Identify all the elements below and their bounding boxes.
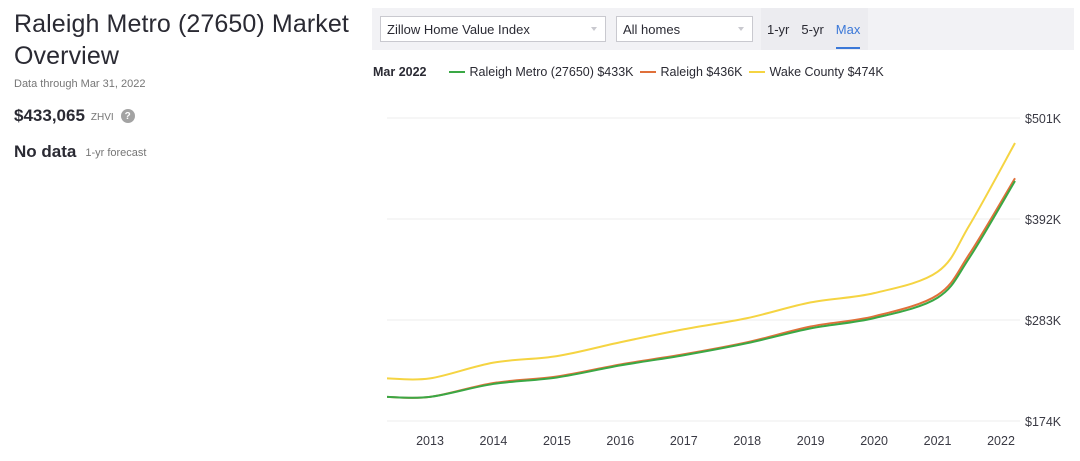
green-line-swatch-icon bbox=[448, 71, 465, 73]
time-range-tabs: 1-yr 5-yr Max bbox=[761, 8, 869, 50]
y-tick-label: $174K bbox=[1025, 415, 1062, 429]
overview-panel: Raleigh Metro (27650) Market Overview Da… bbox=[14, 8, 364, 162]
data-through-date: Data through Mar 31, 2022 bbox=[14, 78, 146, 90]
legend-item-wake-county: Wake County $474K bbox=[748, 65, 884, 79]
chevron-down-icon bbox=[591, 27, 597, 31]
y-tick-label: $501K bbox=[1025, 112, 1062, 126]
x-tick-label: 2022 bbox=[987, 434, 1015, 448]
forecast-value: No data bbox=[14, 142, 77, 161]
tab-max[interactable]: Max bbox=[835, 8, 860, 50]
forecast-label: 1-yr forecast bbox=[85, 147, 147, 159]
legend-label: Wake County $474K bbox=[769, 65, 884, 79]
x-tick-label: 2017 bbox=[670, 434, 698, 448]
title-line-1: Raleigh Metro (27650) Market bbox=[14, 10, 349, 38]
page-title: Raleigh Metro (27650) Market Overview bbox=[14, 8, 364, 72]
series-line-raleigh-metro-27650[interactable] bbox=[386, 180, 1016, 399]
x-tick-label: 2014 bbox=[480, 434, 508, 448]
y-tick-label: $283K bbox=[1025, 314, 1062, 328]
legend-item-raleigh-metro: Raleigh Metro (27650) $433K bbox=[448, 65, 634, 79]
chevron-down-icon bbox=[738, 27, 744, 31]
tab-5-yr[interactable]: 5-yr bbox=[801, 21, 824, 37]
yellow-line-swatch-icon bbox=[748, 71, 765, 73]
legend-label: Raleigh $436K bbox=[660, 65, 743, 79]
x-tick-label: 2021 bbox=[924, 434, 952, 448]
chart-legend: Mar 2022 Raleigh Metro (27650) $433K Ral… bbox=[373, 65, 890, 79]
legend-date: Mar 2022 bbox=[373, 65, 427, 79]
zhvi-label: ZHVI bbox=[90, 112, 114, 123]
x-tick-label: 2015 bbox=[543, 434, 571, 448]
chart-toolbar: Zillow Home Value Index All homes 1-yr 5… bbox=[372, 8, 1074, 50]
forecast-row: No data 1-yr forecast bbox=[14, 142, 364, 162]
y-axis-labels: $501K $392K $283K $174K bbox=[1025, 112, 1062, 429]
title-line-2: Overview bbox=[14, 42, 119, 70]
legend-label: Raleigh Metro (27650) $433K bbox=[469, 65, 634, 79]
orange-line-swatch-icon bbox=[639, 71, 656, 73]
metric-select-value: Zillow Home Value Index bbox=[387, 21, 530, 37]
x-tick-label: 2020 bbox=[860, 434, 888, 448]
x-tick-label: 2016 bbox=[606, 434, 634, 448]
chart-series-lines bbox=[386, 142, 1016, 399]
metric-select[interactable]: Zillow Home Value Index bbox=[380, 16, 606, 42]
home-type-select[interactable]: All homes bbox=[616, 16, 753, 42]
help-icon[interactable]: ? bbox=[120, 109, 135, 123]
home-type-select-value: All homes bbox=[623, 21, 681, 37]
zhvi-row: $433,065 ZHVI ? bbox=[14, 106, 364, 126]
x-tick-label: 2018 bbox=[733, 434, 761, 448]
chart-gridlines bbox=[387, 117, 1020, 422]
x-axis-labels: 2013 2014 2015 2016 2017 2018 2019 2020 2021 2022 bbox=[416, 434, 1015, 448]
tab-1-yr[interactable]: 1-yr bbox=[767, 21, 790, 37]
x-tick-label: 2013 bbox=[416, 434, 444, 448]
y-tick-label: $392K bbox=[1025, 213, 1062, 227]
legend-item-raleigh: Raleigh $436K bbox=[639, 65, 743, 79]
zhvi-value: $433,065 bbox=[14, 106, 85, 125]
x-tick-label: 2019 bbox=[797, 434, 825, 448]
series-line-wake-county[interactable] bbox=[386, 142, 1016, 381]
